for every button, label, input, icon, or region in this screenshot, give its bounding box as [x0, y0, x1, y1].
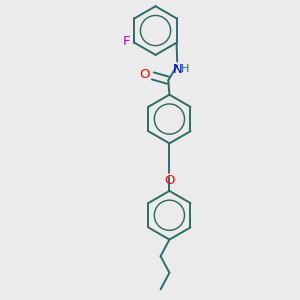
Text: O: O: [139, 68, 149, 81]
Text: H: H: [181, 64, 189, 74]
Text: N: N: [172, 63, 182, 76]
Text: O: O: [164, 174, 175, 187]
Text: F: F: [123, 35, 130, 48]
